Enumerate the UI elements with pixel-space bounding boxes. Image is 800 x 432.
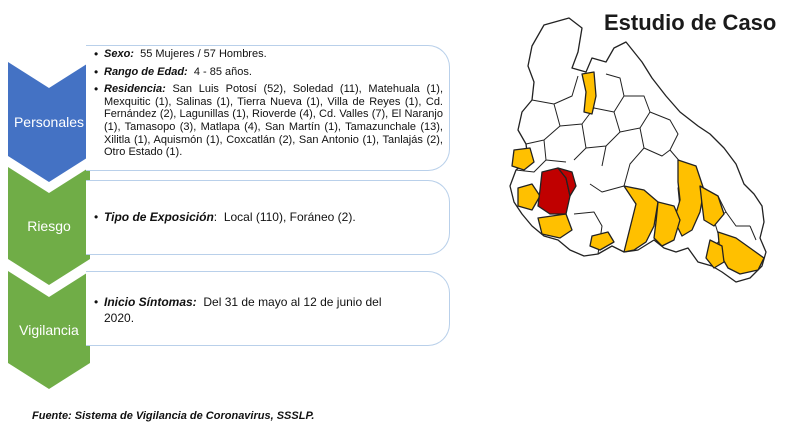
item-label: Inicio Síntomas: — [104, 295, 197, 309]
municipality-aquismon — [699, 185, 725, 227]
item-label: Tipo de Exposición — [104, 210, 214, 224]
riesgo-list: Tipo de Exposición: Local (110), Foráneo… — [92, 210, 443, 225]
personales-chevron: Personales — [8, 62, 90, 182]
item-value: 4 - 85 años. — [193, 65, 252, 78]
item-label: Residencia: — [104, 83, 166, 96]
municipality-rioverde — [623, 185, 659, 253]
item-value: San Luis Potosí (52), Soledad (11), Mate… — [104, 83, 443, 159]
municipality-villa-de-reyes — [537, 213, 573, 239]
item-value: Del 31 de mayo al 12 de junio del 2020. — [104, 295, 382, 325]
vigilancia-chevron: Vigilancia — [8, 271, 90, 389]
personales-chevron-shape — [8, 62, 90, 182]
vigilancia-label: Vigilancia — [19, 322, 79, 338]
state-outline — [509, 17, 767, 283]
municipality-matehuala — [581, 71, 597, 115]
state-map — [509, 17, 767, 283]
personales-label: Personales — [13, 114, 85, 130]
municipality-soledad — [557, 167, 577, 197]
item-label: Rango de Edad: — [104, 65, 188, 78]
list-item: Residencia: San Luis Potosí (52), Soleda… — [94, 83, 443, 159]
item-value: Local (110), Foráneo (2). — [223, 210, 356, 224]
item-value: 55 Mujeres / 57 Hombres. — [140, 48, 267, 60]
municipality-valles — [673, 159, 705, 237]
list-item: Rango de Edad: 4 - 85 años. — [94, 65, 443, 79]
municipality-mexquitic — [517, 183, 541, 211]
source-note: Fuente: Sistema de Vigilancia de Coronav… — [32, 410, 315, 422]
personales-box: Sexo: 55 Mujeres / 57 Hombres. Rango de … — [86, 45, 450, 171]
vigilancia-list: Inicio Síntomas: Del 31 de mayo al 12 de… — [92, 294, 409, 326]
municipality-tamasopo — [653, 201, 681, 247]
list-item: Inicio Síntomas: Del 31 de mayo al 12 de… — [94, 294, 409, 326]
list-item: Tipo de Exposición: Local (110), Foráneo… — [94, 210, 443, 225]
riesgo-chevron-shape — [8, 167, 90, 285]
vigilancia-box: Inicio Síntomas: Del 31 de mayo al 12 de… — [86, 271, 450, 346]
list-item: Sexo: 55 Mujeres / 57 Hombres. — [94, 48, 443, 61]
page-title: Estudio de Caso — [604, 10, 777, 35]
municipality-salinas — [511, 147, 535, 171]
municipality-lagunillas — [589, 231, 615, 251]
personales-list: Sexo: 55 Mujeres / 57 Hombres. Rango de … — [92, 48, 443, 159]
riesgo-box: Tipo de Exposición: Local (110), Foráneo… — [86, 180, 450, 255]
municipality-xilitla — [705, 239, 725, 269]
riesgo-label: Riesgo — [27, 218, 71, 234]
riesgo-chevron: Riesgo — [8, 167, 90, 285]
vigilancia-chevron-shape — [8, 271, 90, 389]
item-label: Sexo: — [104, 48, 134, 60]
